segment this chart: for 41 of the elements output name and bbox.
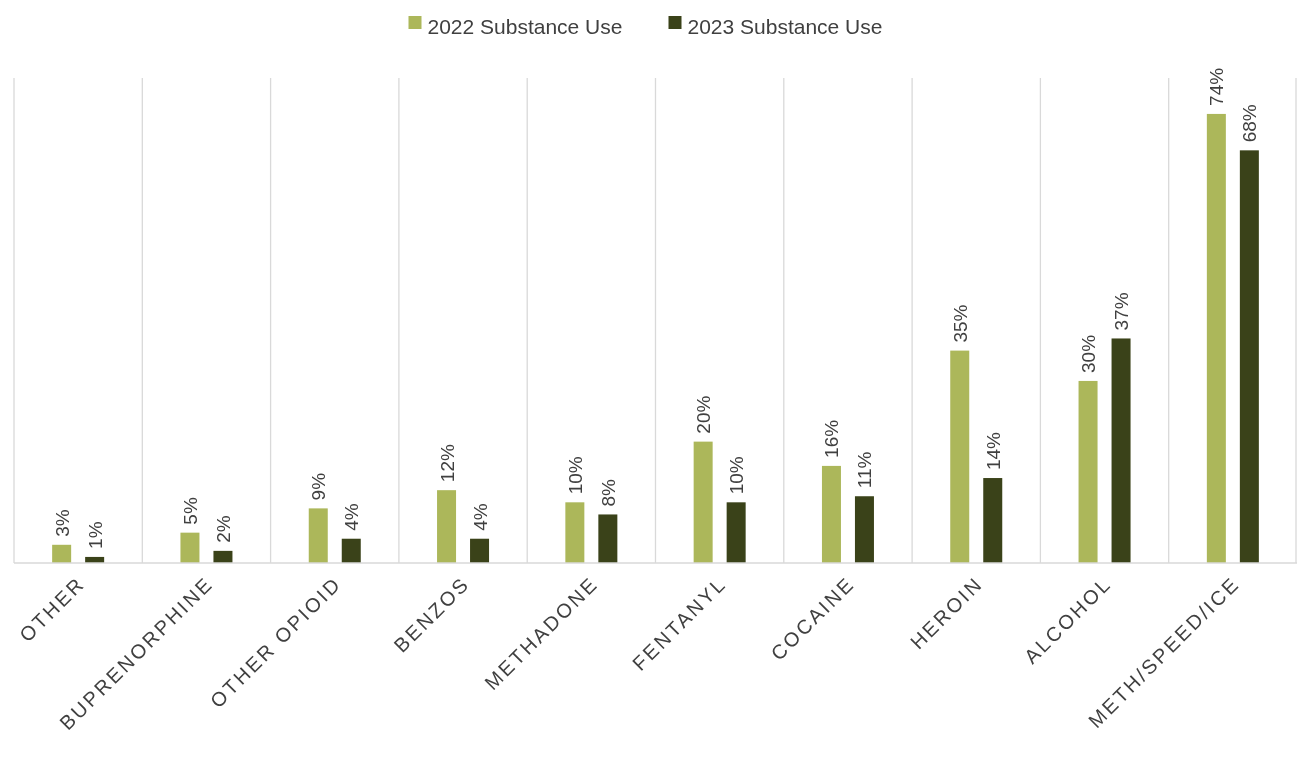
data-label: 74% (1206, 67, 1228, 106)
data-label: 12% (436, 444, 458, 483)
bar (821, 465, 841, 563)
bar (1078, 380, 1098, 563)
data-label: 37% (1111, 292, 1133, 331)
data-label: 16% (821, 419, 843, 458)
data-label: 14% (982, 431, 1004, 471)
bar (598, 514, 618, 563)
data-label: 4% (469, 503, 491, 531)
legend-label: 2023 Substance Use (687, 14, 883, 38)
legend-label: 2022 Substance Use (427, 14, 623, 38)
bar (693, 441, 713, 563)
bar (726, 502, 746, 563)
data-label: 20% (693, 395, 715, 434)
bar (1239, 150, 1259, 563)
data-label: 1% (84, 521, 106, 549)
data-label: 68% (1239, 104, 1261, 143)
data-label: 35% (949, 304, 971, 343)
bar (854, 496, 874, 563)
data-label: 3% (51, 509, 73, 537)
data-label: 5% (179, 497, 201, 525)
bar (1111, 338, 1131, 563)
bar (565, 502, 585, 563)
bar (213, 550, 233, 563)
bar (1206, 113, 1226, 563)
data-label: 8% (597, 478, 619, 507)
bar (437, 490, 457, 563)
bar (470, 538, 490, 563)
data-label: 4% (341, 503, 363, 531)
data-label: 2% (212, 515, 234, 543)
bar (341, 538, 361, 563)
data-label: 11% (854, 451, 876, 489)
bar (308, 508, 328, 563)
bar (180, 532, 200, 563)
data-label: 9% (308, 472, 330, 501)
bar (950, 350, 970, 563)
bar (983, 478, 1003, 563)
bar (52, 544, 72, 563)
data-label: 10% (564, 456, 586, 495)
data-label: 30% (1078, 334, 1100, 373)
data-label: 10% (726, 456, 748, 495)
